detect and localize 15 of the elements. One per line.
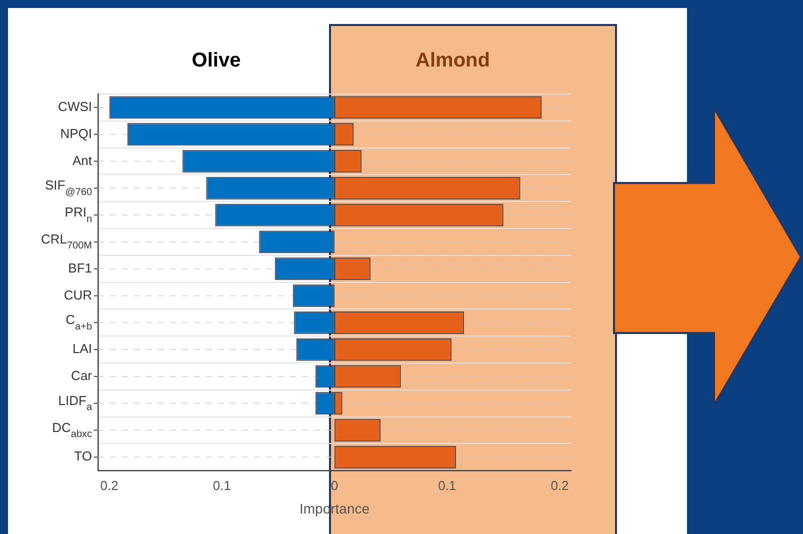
y-tick-label: TO xyxy=(74,448,92,464)
y-tick-label: CUR xyxy=(64,287,92,302)
x-tick-label: 0.1 xyxy=(438,478,456,493)
y-tick-label: Car xyxy=(71,368,93,384)
series-label: Almond xyxy=(416,50,490,72)
series-label: Olive xyxy=(192,50,241,72)
x-tick-label: 0 xyxy=(330,478,338,493)
x-tick-label: 0.1 xyxy=(212,478,231,493)
x-tick-label: 0.2 xyxy=(100,478,118,493)
y-tick-label: BF1 xyxy=(68,260,92,276)
y-tick-label: NPQI xyxy=(60,126,92,141)
x-tick-label: 0.2 xyxy=(550,478,569,493)
y-tick-label: Ant xyxy=(72,152,92,168)
y-tick-label: CWSI xyxy=(58,99,92,114)
y-tick-label: LAI xyxy=(72,341,92,356)
